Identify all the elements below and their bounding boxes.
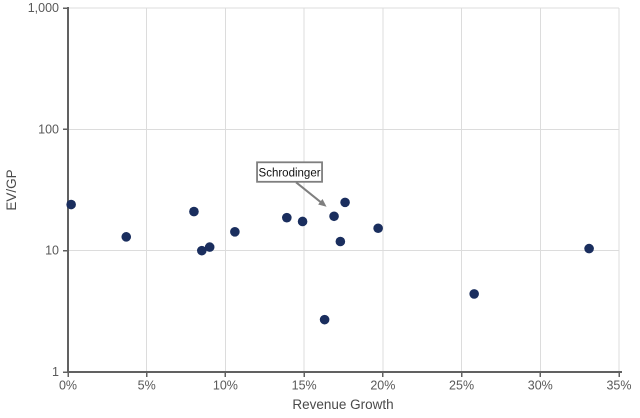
axes-layer bbox=[63, 7, 622, 377]
x-tick-label: 25% bbox=[449, 379, 474, 393]
data-point bbox=[319, 314, 330, 325]
data-point-schrodinger bbox=[329, 211, 339, 222]
annotation-box bbox=[256, 161, 323, 183]
tick-label-layer: 1 10 100 1,000 0% 5% 10% 15% 20% 25% 30% 35% bbox=[28, 1, 632, 393]
data-point bbox=[297, 216, 308, 227]
data-point bbox=[189, 206, 199, 217]
data-point bbox=[204, 242, 215, 252]
y-tick-label: 1 bbox=[52, 365, 59, 379]
x-tick-label: 5% bbox=[138, 379, 156, 393]
x-tick-label: 30% bbox=[528, 379, 553, 393]
data-point bbox=[197, 245, 207, 256]
annotation-arrowhead bbox=[318, 199, 327, 207]
x-tick-label: 0% bbox=[59, 379, 77, 393]
data-point bbox=[282, 212, 292, 223]
x-axis-title: Revenue Growth bbox=[292, 397, 393, 412]
gridline-layer bbox=[68, 7, 620, 372]
data-points-layer bbox=[66, 197, 594, 325]
data-point bbox=[469, 289, 479, 299]
data-point bbox=[335, 236, 346, 247]
data-point bbox=[340, 197, 350, 208]
data-point bbox=[584, 243, 594, 254]
data-point bbox=[66, 199, 76, 210]
y-tick-label: 100 bbox=[38, 122, 59, 136]
x-tick-label: 35% bbox=[606, 379, 631, 393]
data-point bbox=[230, 227, 240, 237]
data-point bbox=[373, 223, 383, 234]
x-tick-label: 20% bbox=[370, 379, 395, 393]
data-point bbox=[121, 232, 132, 242]
annotation-layer: Schrodinger bbox=[256, 161, 327, 207]
annotation-arrow-line bbox=[295, 181, 322, 204]
annotation-label: Schrodinger bbox=[259, 167, 321, 179]
y-axis-title: EV/GP bbox=[4, 169, 19, 210]
x-tick-label: 15% bbox=[292, 379, 317, 393]
y-tick-label: 1,000 bbox=[28, 1, 59, 15]
y-tick-label: 10 bbox=[45, 244, 59, 258]
x-tick-label: 10% bbox=[213, 379, 238, 393]
